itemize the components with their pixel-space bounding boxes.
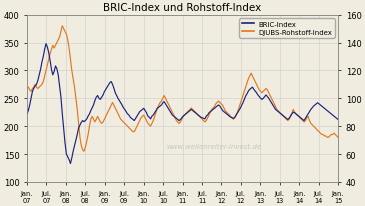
Legend: BRIC-Index, DJUBS-Rohstoff-Index: BRIC-Index, DJUBS-Rohstoff-Index [239,19,335,38]
Text: www.wellenreiter-invest.de: www.wellenreiter-invest.de [166,144,261,150]
Title: BRIC-Index und Rohstoff-Index: BRIC-Index und Rohstoff-Index [103,4,262,13]
